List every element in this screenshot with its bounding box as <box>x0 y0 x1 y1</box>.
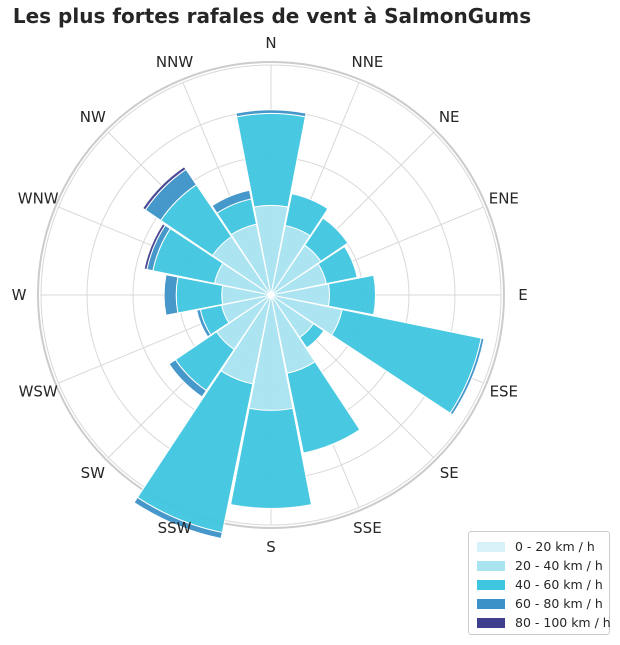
direction-label-ssw: SSW <box>158 519 192 537</box>
chart-title: Les plus fortes rafales de vent à Salmon… <box>12 4 532 28</box>
bar-wnw-series-5 <box>143 222 166 271</box>
direction-label-wnw: WNW <box>18 190 59 208</box>
direction-label-se: SE <box>440 464 459 482</box>
direction-label-w: W <box>12 286 27 304</box>
direction-label-ene: ENE <box>489 190 519 208</box>
direction-label-n: N <box>265 34 276 52</box>
direction-label-sw: SW <box>81 464 106 482</box>
bar-nne-series-3 <box>284 193 329 237</box>
bar-s-series-3 <box>230 407 312 509</box>
legend-swatch <box>477 579 505 590</box>
bar-n-series-4 <box>235 109 307 118</box>
bar-ne-series-3 <box>304 217 349 262</box>
legend-swatch <box>477 617 505 628</box>
bar-e-series-3 <box>327 274 376 316</box>
direction-label-ne: NE <box>439 108 460 126</box>
bar-ese-series-4 <box>449 337 485 416</box>
direction-label-nnw: NNW <box>156 53 193 71</box>
legend-label: 80 - 100 km / h <box>515 615 611 630</box>
bar-ese-series-3 <box>330 308 482 414</box>
legend-label: 60 - 80 km / h <box>515 596 603 611</box>
direction-label-s: S <box>266 538 276 556</box>
bar-sse-series-3 <box>286 360 361 454</box>
bar-w-series-4 <box>163 274 179 316</box>
legend-item: 60 - 80 km / h <box>477 594 603 613</box>
legend-item: 80 - 100 km / h <box>477 613 611 632</box>
legend-label: 20 - 40 km / h <box>515 558 603 573</box>
legend-swatch <box>477 560 505 571</box>
legend-item: 40 - 60 km / h <box>477 575 603 594</box>
legend-item: 0 - 20 km / h <box>477 537 601 556</box>
legend-item: 20 - 40 km / h <box>477 556 603 575</box>
direction-label-nne: NNE <box>351 53 383 71</box>
bar-wsw-series-4 <box>196 308 212 338</box>
bar-sw-series-4 <box>168 358 208 398</box>
polar-frame <box>37 61 505 529</box>
bar-se-series-3 <box>299 323 325 349</box>
legend-label: 0 - 20 km / h <box>515 539 595 554</box>
bar-nnw-series-4 <box>211 189 252 214</box>
legend-swatch <box>477 541 505 552</box>
legend-swatch <box>477 598 505 609</box>
direction-label-sse: SSE <box>353 519 382 537</box>
bar-nw-series-5 <box>141 165 187 211</box>
direction-label-wsw: WSW <box>19 382 58 400</box>
direction-label-nw: NW <box>80 108 106 126</box>
direction-label-e: E <box>518 286 527 304</box>
legend-label: 40 - 60 km / h <box>515 577 603 592</box>
bar-ene-series-3 <box>317 245 358 285</box>
direction-label-ese: ESE <box>490 382 518 400</box>
legend: 0 - 20 km / h 20 - 40 km / h 40 - 60 km / … <box>468 531 611 635</box>
bar-ssw-series-4 <box>133 496 223 540</box>
